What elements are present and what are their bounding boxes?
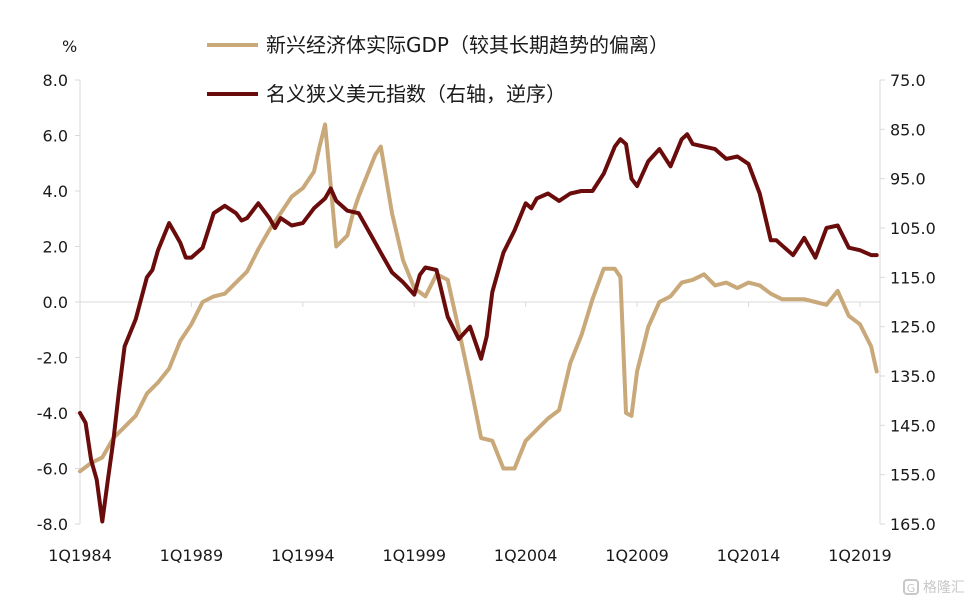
gelonghui-logo-icon: G	[903, 579, 919, 595]
left-tick-label: 6.0	[43, 127, 68, 146]
right-tick-label: 135.0	[890, 367, 936, 386]
x-tick-label: 1Q2014	[717, 546, 781, 565]
right-tick-label: 125.0	[890, 318, 936, 337]
right-tick-label: 145.0	[890, 416, 936, 435]
x-tick-label: 1Q1994	[271, 546, 335, 565]
right-tick-label: 165.0	[890, 515, 936, 534]
left-tick-label: -8.0	[37, 515, 68, 534]
x-tick-label: 1Q2004	[494, 546, 558, 565]
right-tick-label: 105.0	[890, 219, 936, 238]
series-dollar-index-line	[78, 132, 879, 524]
right-axis: 75.0 85.0 95.0 105.0 115.0 125.0 135.0 145.0 155…	[880, 71, 936, 534]
left-axis-unit: %	[62, 37, 77, 56]
left-tick-label: 8.0	[43, 71, 68, 90]
x-tick-label: 1Q1984	[48, 546, 112, 565]
left-tick-label: -2.0	[37, 349, 68, 368]
watermark: G 格隆汇	[903, 577, 965, 597]
legend-label-gdp: 新兴经济体实际GDP（较其长期趋势的偏离）	[266, 33, 669, 57]
x-tick-label: 1Q1999	[383, 546, 447, 565]
right-tick-label: 95.0	[890, 170, 926, 189]
watermark-text: 格隆汇	[923, 580, 965, 596]
x-tick-label: 1Q1989	[160, 546, 224, 565]
series-gdp-line	[78, 122, 879, 474]
right-tick-label: 115.0	[890, 268, 936, 287]
right-tick-label: 155.0	[890, 466, 936, 485]
x-tick-label: 1Q2009	[605, 546, 669, 565]
x-axis: 1Q1984 1Q1989 1Q1994 1Q1999 1Q2004 1Q2009 1Q20…	[48, 302, 892, 565]
legend: 新兴经济体实际GDP（较其长期趋势的偏离） 名义狭义美元指数（右轴，逆序）	[207, 33, 669, 106]
right-tick-label: 75.0	[890, 71, 926, 90]
right-tick-label: 85.0	[890, 120, 926, 139]
left-tick-label: 2.0	[43, 238, 68, 257]
left-tick-label: 0.0	[43, 293, 68, 312]
legend-label-dollar-index: 名义狭义美元指数（右轴，逆序）	[266, 82, 566, 106]
left-tick-label: -6.0	[37, 460, 68, 479]
left-axis: 8.0 6.0 4.0 2.0 0.0 -2.0 -4.0 -6.0 -8.0	[37, 71, 80, 534]
left-tick-label: -4.0	[37, 404, 68, 423]
x-tick-label: 1Q2019	[828, 546, 892, 565]
left-tick-label: 4.0	[43, 182, 68, 201]
